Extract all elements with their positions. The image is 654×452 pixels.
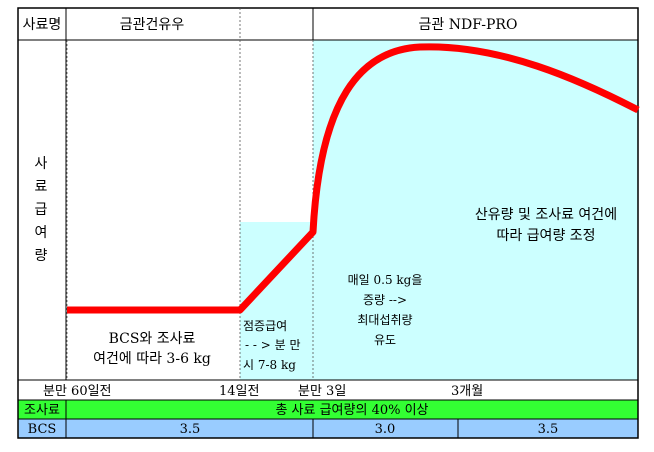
timeline-14d: 14일전 bbox=[219, 384, 259, 399]
bcs-value-late: 3.5 bbox=[538, 422, 559, 437]
steam-note-line-3: 시 7-8 kg bbox=[243, 358, 296, 372]
timeline-60d: 분만 60일전 bbox=[43, 384, 112, 399]
y-axis-char-3: 급 bbox=[35, 202, 48, 218]
header-phase-dry: 금관건유우 bbox=[120, 17, 185, 33]
forage-row-bg bbox=[18, 400, 638, 419]
diagram-frame bbox=[17, 7, 639, 439]
bcs-value-early: 3.0 bbox=[375, 422, 396, 437]
bcs-row-bg bbox=[18, 419, 638, 438]
y-axis-char-1: 사 bbox=[35, 156, 48, 172]
y-axis-char-2: 료 bbox=[35, 179, 48, 195]
early-note-line-1: 매일 0.5 kg을 bbox=[348, 273, 423, 287]
dry-note-line-1: BCS와 조사료 bbox=[109, 331, 196, 347]
early-note-line-4: 유도 bbox=[374, 333, 396, 347]
steam-note-line-2: - - > 분 만 bbox=[245, 338, 301, 352]
bcs-value-dry: 3.5 bbox=[180, 422, 201, 437]
y-axis-char-4: 여 bbox=[35, 225, 48, 241]
header-col-label: 사료명 bbox=[23, 17, 62, 33]
forage-label: 조사료 bbox=[24, 403, 60, 418]
timeline-3m: 3개월 bbox=[451, 384, 483, 399]
bcs-label: BCS bbox=[28, 422, 57, 437]
steam-note-line-1: 점증급여 bbox=[243, 319, 287, 333]
y-axis-char-5: 량 bbox=[35, 248, 48, 264]
header-phase-lact: 금관 NDF-PRO bbox=[419, 17, 518, 33]
timeline-calving: 분만 3일 bbox=[298, 384, 346, 399]
late-note-line-1: 산유량 및 조사료 여건에 bbox=[475, 207, 617, 223]
forage-text: 총 사료 급여량의 40% 이상 bbox=[275, 403, 428, 418]
early-note-line-2: 증량 --> bbox=[363, 293, 407, 307]
lactation-shade bbox=[313, 40, 638, 380]
feeding-curve bbox=[67, 43, 640, 314]
dry-note-line-2: 여건에 따라 3-6 kg bbox=[93, 351, 211, 367]
early-note-line-3: 최대섭취량 bbox=[357, 313, 412, 327]
late-note-line-2: 따라 급여량 조정 bbox=[496, 228, 595, 244]
